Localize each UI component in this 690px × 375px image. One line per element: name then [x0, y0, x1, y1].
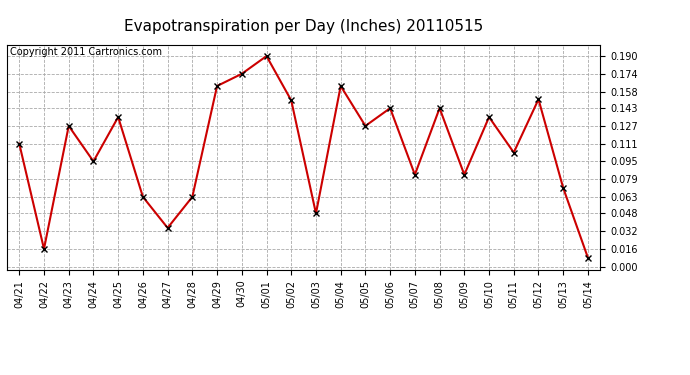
Text: Copyright 2011 Cartronics.com: Copyright 2011 Cartronics.com [10, 47, 162, 57]
Text: Evapotranspiration per Day (Inches) 20110515: Evapotranspiration per Day (Inches) 2011… [124, 19, 483, 34]
